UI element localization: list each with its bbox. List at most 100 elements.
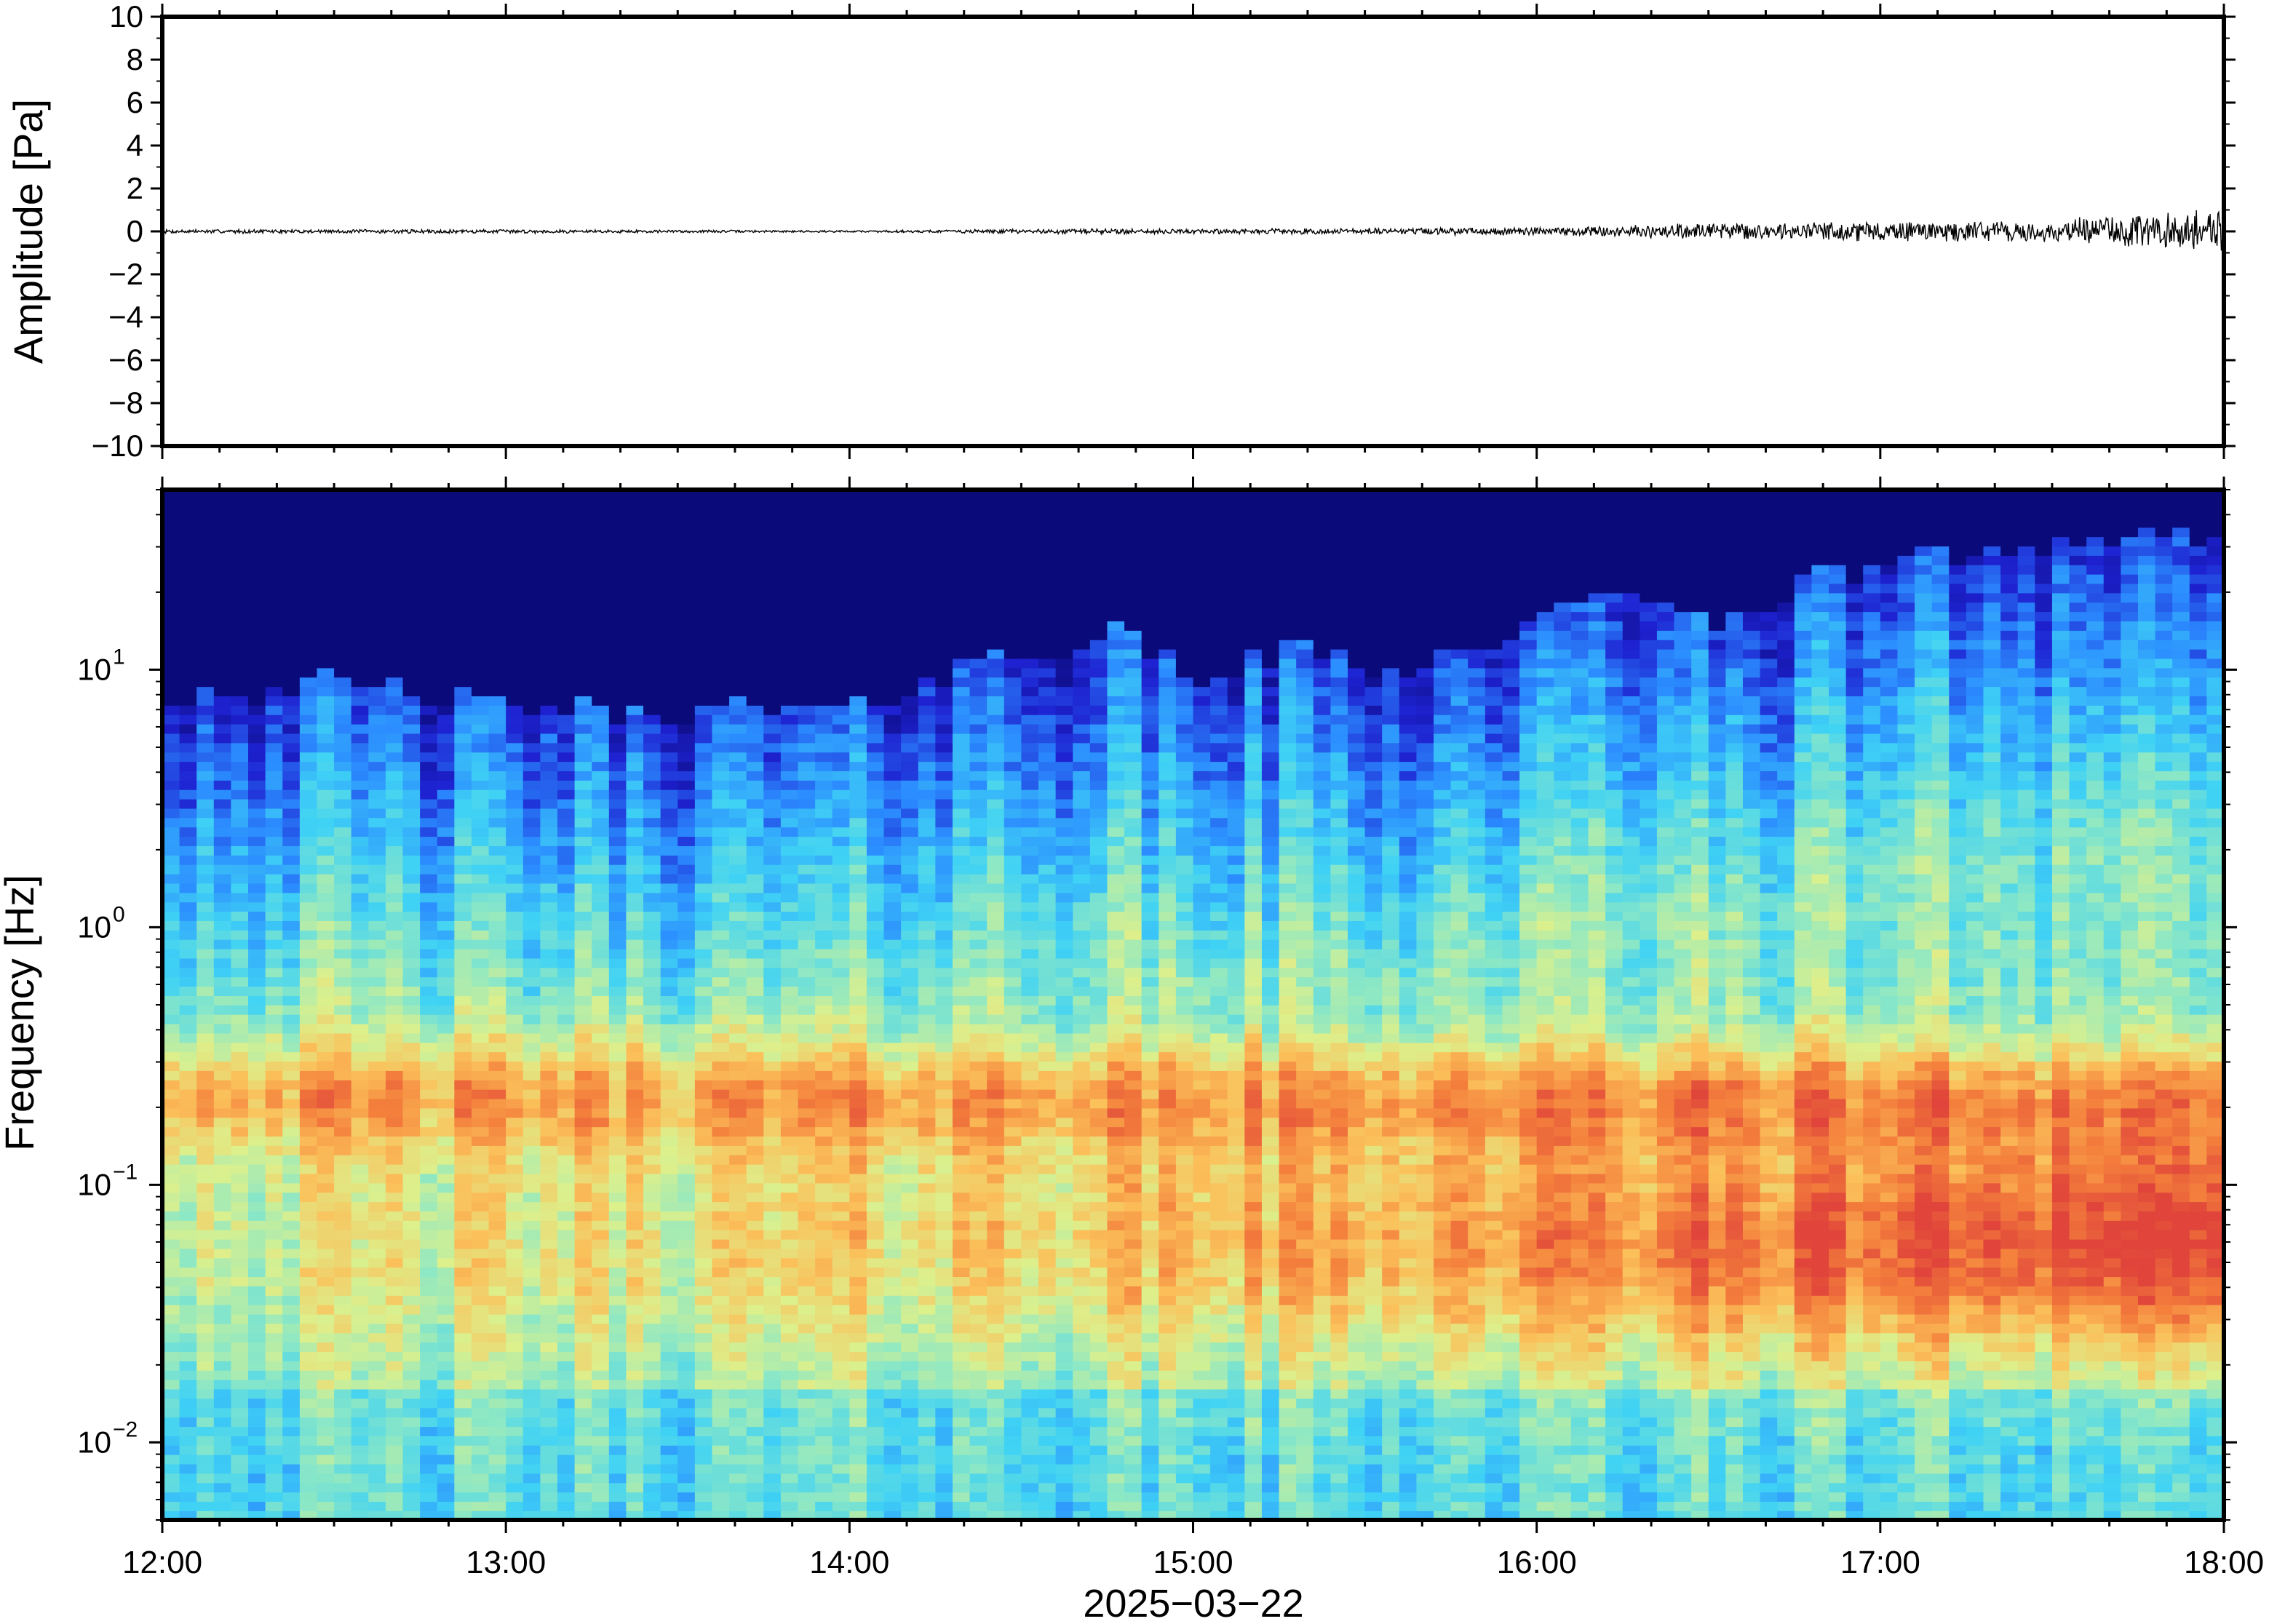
spectrogram-cell — [437, 1370, 456, 1380]
spectrogram-cell — [712, 517, 730, 528]
spectrogram-cell — [506, 1229, 524, 1240]
spectrogram-cell — [798, 1313, 816, 1324]
spectrogram-cell — [213, 1220, 232, 1230]
spectrogram-cell — [746, 1005, 765, 1015]
spectrogram-cell — [815, 901, 833, 912]
spectrogram-cell — [162, 1417, 180, 1428]
spectrogram-cell — [437, 517, 456, 528]
spectrogram-cell — [574, 1238, 593, 1249]
spectrogram-cell — [368, 1351, 386, 1361]
spectrogram-cell — [334, 1173, 352, 1184]
spectrogram-cell — [437, 967, 456, 978]
spectrogram-cell — [282, 752, 301, 763]
spectrogram-cell — [402, 1276, 421, 1286]
spectrogram-cell — [351, 789, 370, 800]
spectrogram-cell — [420, 546, 438, 556]
spectrogram-cell — [883, 592, 902, 603]
spectrogram-cell — [437, 1407, 456, 1418]
spectrogram-cell — [506, 1379, 524, 1390]
spectrogram-cell — [488, 1417, 506, 1428]
spectrogram-cell — [282, 1154, 301, 1165]
spectrogram-cell — [592, 1126, 610, 1137]
spectrogram-cell — [815, 705, 833, 715]
spectrogram-cell — [866, 1023, 885, 1034]
spectrogram-cell — [626, 771, 644, 781]
spectrogram-cell — [815, 1051, 833, 1062]
spectrogram-cell — [677, 836, 696, 846]
spectrogram-cell — [196, 1163, 215, 1174]
spectrogram-cell — [248, 1417, 266, 1428]
spectrogram-cell — [574, 1107, 593, 1118]
spectrogram-cell — [299, 1220, 318, 1230]
spectrogram-cell — [471, 1436, 490, 1446]
spectrogram-cell — [883, 1276, 902, 1286]
spectrogram-cell — [694, 1454, 713, 1465]
spectrogram-cell — [506, 546, 524, 556]
spectrogram-cell — [608, 498, 627, 509]
spectrogram-cell — [471, 958, 490, 968]
spectrogram-cell — [402, 658, 421, 669]
spectrogram-cell — [849, 1351, 867, 1361]
spectrogram-cell — [866, 939, 885, 950]
spectrogram-cell — [763, 1501, 782, 1511]
spectrogram-cell — [901, 1295, 919, 1305]
spectrogram-cell — [815, 976, 833, 987]
spectrogram-cell — [557, 1238, 576, 1249]
spectrogram-cell — [506, 939, 524, 950]
spectrogram-cell — [351, 780, 370, 790]
spectrogram-cell — [798, 1211, 816, 1221]
spectrogram-cell — [506, 995, 524, 1006]
spectrogram-cell — [265, 602, 284, 613]
spectrogram-cell — [712, 1238, 730, 1249]
spectrogram-cell — [248, 1370, 266, 1380]
spectrogram-cell — [694, 1136, 713, 1146]
spectrogram-cell — [179, 1388, 198, 1399]
spectrogram-cell — [488, 827, 506, 837]
spectrogram-cell — [454, 696, 472, 706]
spectrogram-cell — [437, 1351, 456, 1361]
spectrogram-cell — [299, 1417, 318, 1428]
spectrogram-cell — [196, 1501, 215, 1511]
spectrogram-cell — [248, 742, 266, 753]
spectrogram-cell — [231, 1154, 249, 1165]
spectrogram-cell — [420, 1332, 438, 1343]
spectrogram-cell — [317, 1248, 335, 1259]
spectrogram-cell — [815, 1248, 833, 1259]
spectrogram-cell — [420, 1154, 438, 1165]
spectrogram-cell — [712, 1145, 730, 1155]
spectrogram-cell — [506, 1005, 524, 1015]
spectrogram-cell — [162, 498, 180, 509]
spectrogram-cell — [299, 1436, 318, 1446]
spectrogram-cell — [488, 1154, 506, 1165]
spectrogram-cell — [557, 1201, 576, 1211]
spectrogram-cell — [299, 555, 318, 565]
spectrogram-cell — [815, 930, 833, 940]
spectrogram-cell — [592, 1398, 610, 1409]
spectrogram-cell — [763, 1370, 782, 1380]
spectrogram-cell — [660, 1473, 679, 1484]
spectrogram-cell — [368, 536, 386, 547]
spectrogram-cell — [574, 583, 593, 594]
spectrogram-cell — [437, 761, 456, 771]
spectrogram-cell — [763, 995, 782, 1006]
spectrogram-cell — [849, 930, 867, 940]
spectrogram-cell — [798, 667, 816, 678]
spectrogram-cell — [763, 883, 782, 893]
spectrogram-cell — [866, 555, 885, 565]
spectrogram-cell — [351, 798, 370, 809]
spectrogram-cell — [231, 939, 249, 950]
spectrogram-cell — [265, 1098, 284, 1109]
spectrogram-cell — [746, 1436, 765, 1446]
spectrogram-cell — [626, 948, 644, 959]
spectrogram-cell — [866, 498, 885, 509]
spectrogram-cell — [385, 864, 404, 875]
spectrogram-cell — [385, 1229, 404, 1240]
spectrogram-cell — [626, 780, 644, 790]
spectrogram-cell — [488, 714, 506, 725]
spectrogram-cell — [712, 1032, 730, 1043]
spectrogram-cell — [677, 1107, 696, 1118]
spectrogram-cell — [162, 1238, 180, 1249]
spectrogram-cell — [849, 976, 867, 987]
spectrogram-cell — [608, 1229, 627, 1240]
spectrogram-cell — [557, 1436, 576, 1446]
